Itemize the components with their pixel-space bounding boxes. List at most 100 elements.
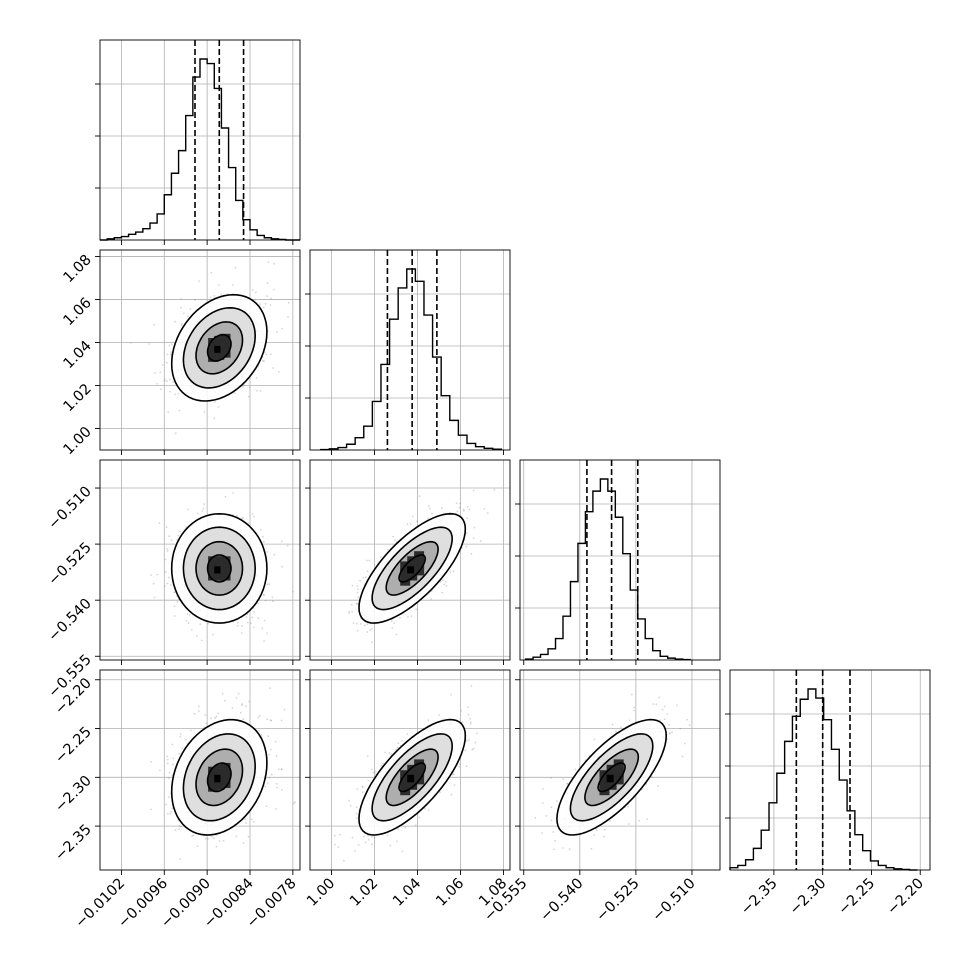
sample-point bbox=[362, 786, 364, 789]
sample-point bbox=[393, 622, 395, 624]
sample-point bbox=[633, 706, 635, 709]
sample-point bbox=[180, 306, 183, 309]
sample-point bbox=[194, 299, 197, 301]
density-core-cell bbox=[407, 563, 418, 574]
sample-point bbox=[179, 733, 182, 735]
sample-point bbox=[688, 724, 691, 727]
sample-point bbox=[205, 722, 208, 725]
sample-point bbox=[240, 632, 243, 634]
sample-point bbox=[262, 594, 265, 597]
sample-point bbox=[263, 593, 265, 596]
sample-point bbox=[276, 786, 278, 789]
sample-point bbox=[357, 588, 359, 591]
sample-point bbox=[166, 550, 169, 552]
sample-point bbox=[255, 377, 258, 379]
sample-point bbox=[348, 612, 350, 614]
sample-point bbox=[658, 696, 661, 699]
sample-point bbox=[248, 386, 251, 389]
sample-point bbox=[246, 613, 249, 616]
sample-point bbox=[265, 805, 268, 808]
sample-point bbox=[191, 835, 194, 838]
sample-point bbox=[663, 705, 666, 708]
sample-point bbox=[236, 624, 239, 627]
sample-point bbox=[171, 807, 174, 810]
sample-point bbox=[267, 753, 270, 756]
sample-point bbox=[395, 633, 398, 636]
sample-point bbox=[493, 488, 496, 491]
sample-point bbox=[470, 685, 473, 687]
sample-point bbox=[406, 616, 409, 618]
sample-point bbox=[241, 703, 244, 705]
sample-point bbox=[404, 826, 407, 829]
sample-point bbox=[368, 559, 371, 562]
sample-point bbox=[394, 539, 396, 542]
sample-point bbox=[556, 800, 558, 802]
sample-point bbox=[542, 788, 544, 790]
sample-point bbox=[356, 629, 359, 632]
sample-point bbox=[201, 510, 204, 512]
sample-point bbox=[260, 528, 262, 531]
sample-point bbox=[293, 802, 295, 805]
sample-point bbox=[166, 353, 169, 356]
density-core-cell bbox=[220, 770, 231, 781]
density-core bbox=[208, 762, 231, 792]
sample-point bbox=[203, 411, 206, 413]
sample-point bbox=[152, 582, 155, 585]
histogram-step-2 bbox=[524, 478, 691, 661]
sample-point bbox=[334, 843, 336, 846]
sample-point bbox=[266, 583, 269, 586]
sample-point bbox=[266, 295, 269, 298]
sample-point bbox=[156, 573, 159, 576]
sample-point bbox=[541, 832, 543, 834]
sample-point bbox=[150, 808, 152, 811]
sample-point bbox=[550, 806, 553, 809]
sample-point bbox=[286, 544, 289, 547]
sample-point bbox=[362, 576, 365, 579]
sample-point bbox=[361, 791, 364, 794]
sample-point bbox=[161, 364, 164, 366]
density-core-cell bbox=[208, 344, 219, 355]
sample-point bbox=[449, 571, 452, 574]
sample-point bbox=[409, 523, 412, 525]
sample-point bbox=[217, 406, 220, 408]
panel-frame bbox=[519, 459, 721, 661]
sample-point bbox=[164, 378, 166, 381]
sample-point bbox=[374, 770, 377, 773]
sample-point bbox=[264, 599, 267, 602]
sample-point bbox=[366, 631, 369, 633]
sample-point bbox=[659, 719, 661, 721]
sample-point bbox=[263, 619, 266, 622]
sample-point bbox=[351, 584, 354, 587]
sample-point bbox=[250, 818, 253, 821]
sample-point bbox=[250, 622, 252, 625]
sample-point bbox=[185, 739, 187, 741]
density-core-cell bbox=[220, 762, 231, 773]
sample-point bbox=[456, 510, 459, 513]
sample-point bbox=[272, 367, 274, 369]
sample-point bbox=[266, 782, 269, 784]
sample-point bbox=[253, 515, 255, 518]
density-core-cell bbox=[220, 340, 231, 351]
sample-point bbox=[166, 582, 169, 585]
density-core-cell bbox=[208, 563, 219, 574]
sample-point bbox=[465, 765, 468, 768]
sample-point bbox=[458, 506, 461, 509]
sample-point bbox=[452, 570, 455, 573]
sample-point bbox=[215, 845, 218, 848]
sample-point bbox=[222, 839, 225, 842]
density-core-cell bbox=[208, 781, 219, 792]
density-core-cell bbox=[407, 570, 418, 581]
density-core-cell bbox=[214, 349, 225, 360]
sample-point bbox=[221, 692, 224, 695]
sample-point bbox=[239, 712, 242, 714]
sample-point bbox=[153, 596, 156, 599]
sample-point bbox=[169, 378, 172, 381]
sample-point bbox=[427, 809, 430, 812]
sample-point bbox=[466, 517, 469, 520]
sample-point bbox=[180, 825, 182, 828]
sample-point bbox=[355, 806, 358, 809]
sample-point bbox=[410, 615, 413, 618]
sample-point bbox=[236, 621, 239, 624]
panel-frame bbox=[309, 459, 511, 661]
sample-point bbox=[466, 706, 469, 709]
